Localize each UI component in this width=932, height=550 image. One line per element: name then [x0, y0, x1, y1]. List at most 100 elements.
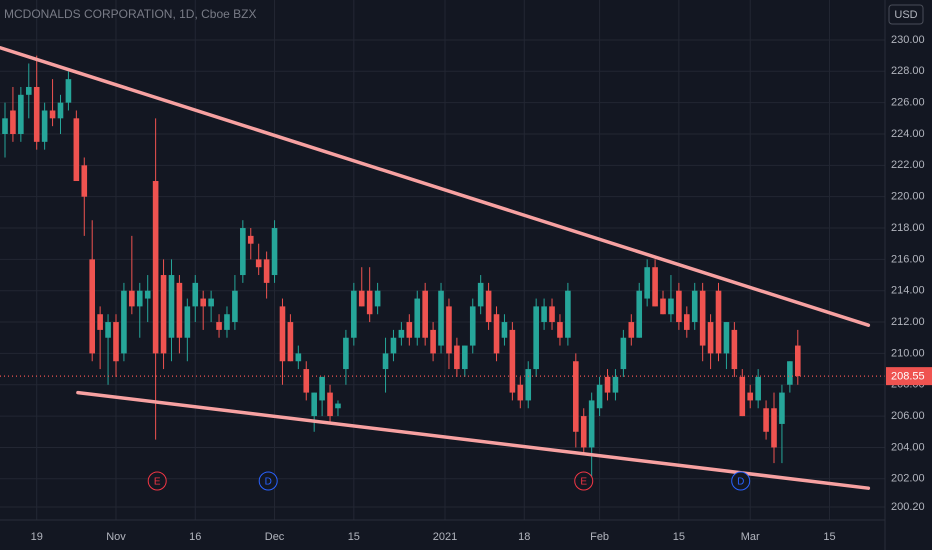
- candle-body: [612, 376, 619, 393]
- last-price-label: 208.55: [891, 371, 925, 383]
- trendline: [0, 46, 871, 327]
- candle-body: [652, 267, 658, 307]
- candle-body: [541, 306, 547, 323]
- candle-body: [57, 102, 64, 119]
- currency-box[interactable]: [888, 4, 924, 25]
- candle-body: [129, 290, 135, 307]
- candle-body: [779, 392, 785, 424]
- candle-body: [2, 118, 8, 134]
- candle-body: [604, 376, 611, 393]
- candle-body: [49, 110, 56, 119]
- x-tick-label: 15: [348, 531, 360, 543]
- candle-body: [525, 369, 532, 401]
- candle-body: [573, 361, 579, 432]
- candle-body: [747, 392, 754, 401]
- candle-body: [485, 290, 492, 323]
- x-tick-label: Nov: [106, 531, 126, 543]
- candle-body: [588, 400, 595, 448]
- candle-body: [113, 322, 119, 362]
- event-marker: [147, 471, 167, 491]
- candle-body: [493, 314, 500, 354]
- y-tick-label: 200.20: [891, 501, 925, 513]
- candle-body: [351, 290, 357, 338]
- candle-body: [715, 290, 722, 354]
- candle-body: [684, 314, 690, 330]
- candle-body: [73, 118, 80, 182]
- x-tick-label: 18: [518, 531, 530, 543]
- candle-body: [121, 290, 127, 354]
- candle-body: [176, 282, 183, 338]
- x-tick-label: Dec: [265, 531, 285, 543]
- candle-body: [184, 306, 191, 338]
- trendline: [76, 390, 871, 490]
- y-tick-label: 220.00: [891, 191, 925, 203]
- candle-body: [430, 329, 436, 354]
- candle-body: [136, 290, 143, 307]
- y-tick-label: 206.00: [891, 410, 925, 422]
- candle-body: [794, 345, 801, 377]
- candle-body: [105, 322, 111, 338]
- candle-body: [208, 298, 214, 307]
- x-tick-label: 15: [823, 531, 835, 543]
- candle-body: [89, 259, 96, 354]
- candle-body: [390, 337, 397, 354]
- candle-body: [438, 290, 444, 346]
- x-tick-label: 19: [31, 531, 43, 543]
- y-tick-label: 212.00: [891, 316, 925, 328]
- candle-body: [10, 110, 16, 134]
- candle-body: [509, 329, 516, 393]
- candle-body: [97, 314, 103, 330]
- x-tick-label: 15: [673, 531, 685, 543]
- candle-body: [414, 298, 421, 338]
- candle-body: [739, 376, 746, 417]
- candle-body: [200, 298, 206, 307]
- axes: 200.20202.00204.00206.00208.00210.00212.…: [31, 34, 932, 543]
- candle-body: [303, 369, 310, 393]
- y-tick-label: 226.00: [891, 97, 925, 109]
- candle-body: [454, 345, 460, 370]
- y-tick-label: 218.00: [891, 222, 925, 234]
- candle-body: [660, 298, 666, 315]
- candle-body: [469, 306, 476, 346]
- candle-body: [319, 376, 325, 401]
- y-tick-label: 202.00: [891, 473, 925, 485]
- candle-body: [81, 165, 88, 197]
- event-marker: [574, 471, 594, 491]
- candle-body: [152, 181, 159, 354]
- candle-body: [192, 282, 199, 307]
- candle-body: [446, 306, 452, 354]
- candle-body: [707, 322, 714, 354]
- candle-body: [327, 392, 333, 417]
- event-label: D: [265, 477, 272, 488]
- candle-body: [636, 290, 643, 338]
- candle-body: [271, 228, 278, 276]
- candle-body: [668, 298, 674, 315]
- candle-body: [787, 361, 793, 385]
- candle-body: [279, 306, 286, 362]
- y-tick-label: 228.00: [891, 65, 925, 77]
- candle-body: [676, 290, 682, 323]
- candle-body: [501, 322, 508, 338]
- event-marker: [258, 471, 278, 491]
- x-tick-label: Feb: [590, 531, 609, 543]
- candle-body: [620, 337, 627, 370]
- candle-body: [232, 290, 238, 323]
- grid: [0, 0, 885, 520]
- candle-body: [565, 290, 571, 338]
- candle-body: [358, 290, 365, 307]
- y-tick-label: 230.00: [891, 34, 925, 46]
- candle-body: [422, 290, 428, 338]
- candle-body: [41, 110, 48, 142]
- currency[interactable]: USD: [894, 9, 917, 21]
- candle-body: [731, 329, 738, 370]
- candle-body: [168, 275, 175, 338]
- candle-body: [517, 384, 524, 401]
- candle-body: [644, 267, 650, 299]
- last-price-box: [886, 367, 932, 386]
- chart-title: MCDONALDS CORPORATION, 1D, Cboe BZX: [4, 7, 257, 21]
- candle-body: [335, 403, 341, 409]
- y-tick-label: 222.00: [891, 159, 925, 171]
- event-label: E: [154, 477, 161, 488]
